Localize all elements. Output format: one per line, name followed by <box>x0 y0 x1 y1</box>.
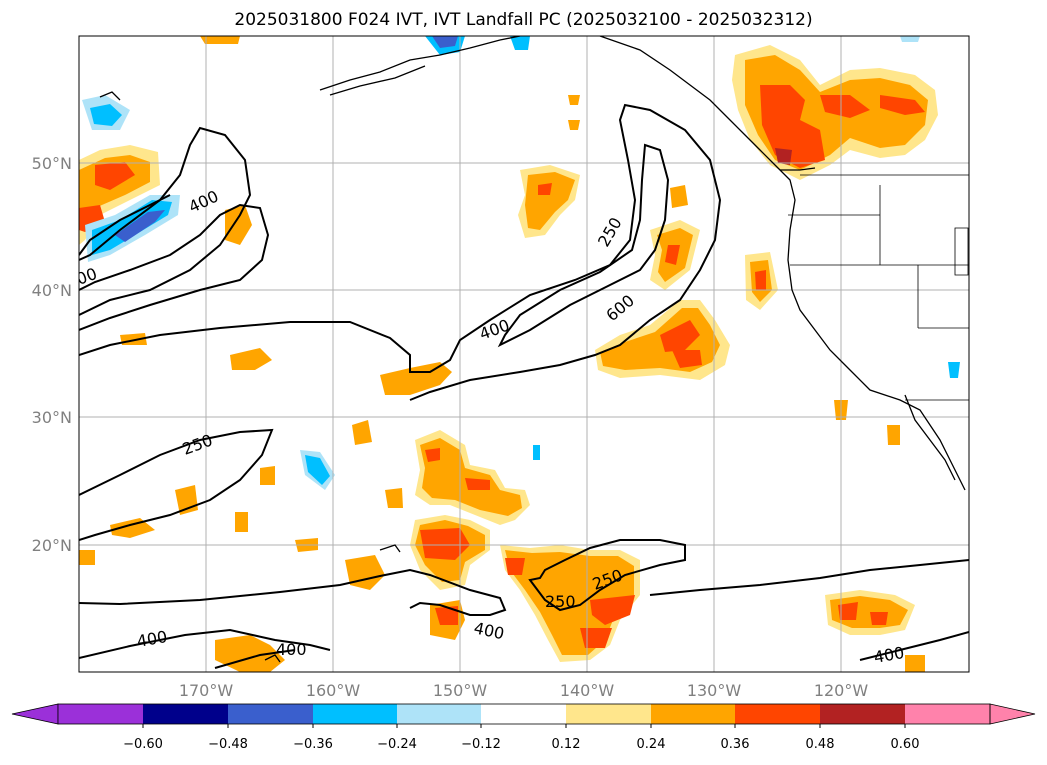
colorbar-tick-label: −0.24 <box>377 737 417 752</box>
colorbar: −0.60 −0.48 −0.36 −0.24 −0.12 0.12 0.24 … <box>11 703 1036 752</box>
colorbar-tick-label: −0.60 <box>123 737 163 752</box>
lat-label-50n: 50°N <box>32 154 72 173</box>
borders <box>788 174 969 401</box>
colorbar-tick-label: 0.24 <box>637 737 666 752</box>
lat-label-20n: 20°N <box>32 536 72 555</box>
longitude-labels: 170°W 160°W 150°W 140°W 130°W 120°W <box>179 681 869 700</box>
colorbar-segment <box>905 704 990 724</box>
colorbar-segment <box>58 704 143 724</box>
colorbar-segment <box>481 704 566 724</box>
colorbar-segment <box>397 704 481 724</box>
map-content: 400 00 250 400 600 250 400 250 250 400 4… <box>74 36 969 672</box>
colorbar-tick-label: 0.60 <box>891 737 920 752</box>
lat-label-30n: 30°N <box>32 408 72 427</box>
colorbar-tick-label: 0.12 <box>552 737 581 752</box>
colorbar-tick-label: 0.48 <box>806 737 835 752</box>
colorbar-segment <box>313 704 397 724</box>
colorbar-segment <box>566 704 651 724</box>
colorbar-tick-label: −0.12 <box>461 737 501 752</box>
lon-label-130w: 130°W <box>687 681 742 700</box>
colorbar-tick-label: 0.36 <box>721 737 750 752</box>
ivt-contours <box>79 103 969 669</box>
colorbar-segment <box>228 704 313 724</box>
colorbar-left-extend-arrow <box>11 703 59 725</box>
gridlines <box>79 36 969 672</box>
coastlines <box>99 36 966 663</box>
colorbar-tick-label: −0.48 <box>208 737 248 752</box>
colorbar-segment <box>651 704 735 724</box>
positive-pc-regions <box>79 36 938 672</box>
map-frame <box>78 35 970 673</box>
colorbar-right-extend-arrow <box>989 703 1036 725</box>
negative-pc-regions <box>82 36 960 490</box>
contour-label: 400 <box>276 640 307 659</box>
contour-label: 250 <box>545 592 576 611</box>
latitude-labels: 50°N 40°N 30°N 20°N <box>32 154 72 555</box>
lon-label-150w: 150°W <box>433 681 488 700</box>
colorbar-segment <box>735 704 820 724</box>
colorbar-outline <box>57 703 991 725</box>
lon-label-160w: 160°W <box>306 681 361 700</box>
colorbar-segment <box>820 704 905 724</box>
lat-label-40n: 40°N <box>32 281 72 300</box>
colorbar-ticks <box>142 724 906 728</box>
contour-label: 00 <box>74 264 100 289</box>
lon-label-120w: 120°W <box>814 681 869 700</box>
colorbar-tick-label: −0.36 <box>293 737 333 752</box>
lon-label-140w: 140°W <box>560 681 615 700</box>
colorbar-segment <box>143 704 228 724</box>
map-title: 2025031800 F024 IVT, IVT Landfall PC (20… <box>234 10 813 30</box>
lon-label-170w: 170°W <box>179 681 234 700</box>
